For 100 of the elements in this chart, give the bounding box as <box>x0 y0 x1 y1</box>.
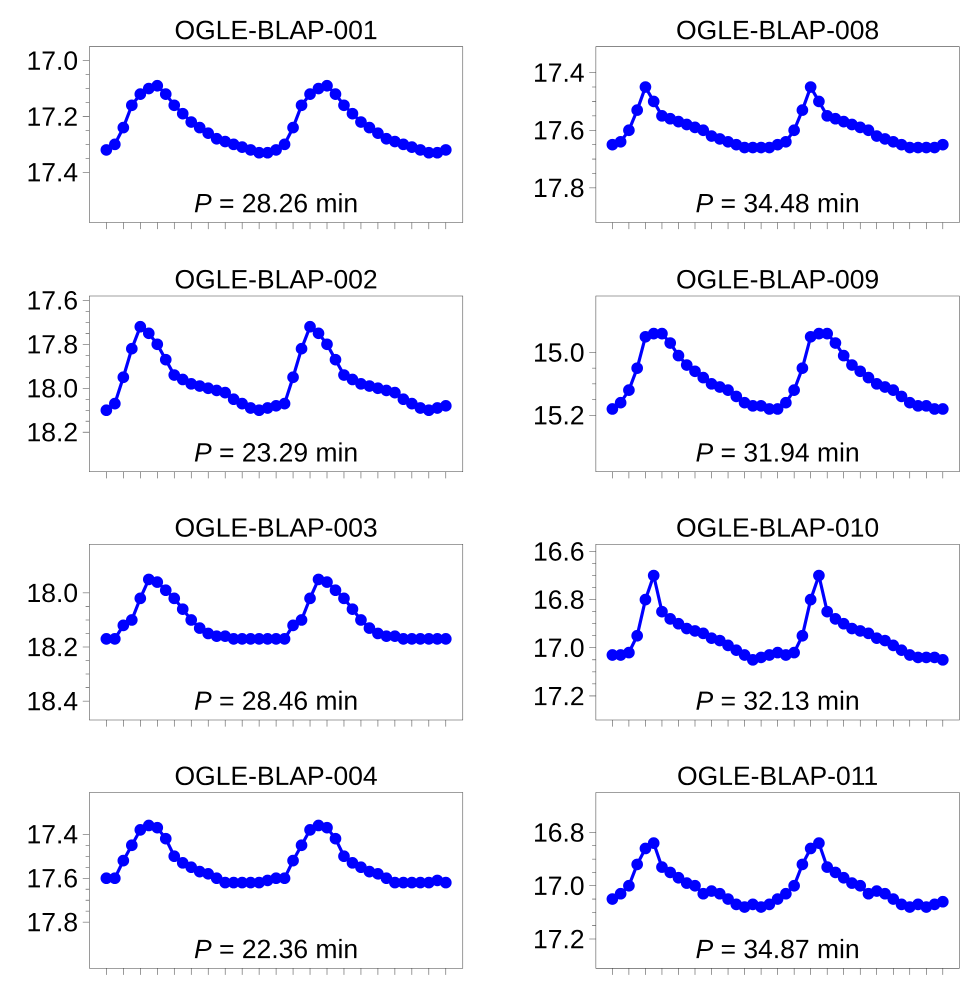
point <box>262 633 274 645</box>
y-tick-label: 18.0 <box>28 378 77 398</box>
point <box>253 146 265 159</box>
point <box>722 893 734 905</box>
point <box>176 374 188 386</box>
y-tick-label: 17.8 <box>534 178 584 198</box>
point <box>176 603 188 615</box>
y-tick-label: 17.6 <box>534 120 584 140</box>
point <box>870 130 882 142</box>
point <box>168 592 180 604</box>
point <box>176 108 188 120</box>
point <box>168 369 180 381</box>
point <box>346 603 358 615</box>
point <box>780 649 792 661</box>
point <box>185 614 197 626</box>
y-tick-label: 15.0 <box>534 343 584 362</box>
point <box>228 393 240 406</box>
point <box>278 138 290 150</box>
point <box>689 625 701 637</box>
point <box>714 634 726 646</box>
point <box>631 362 643 374</box>
point <box>117 854 129 866</box>
point <box>406 398 418 410</box>
point <box>210 132 222 145</box>
point <box>134 824 146 836</box>
point <box>354 614 367 626</box>
point <box>656 861 668 873</box>
point <box>870 632 882 644</box>
point <box>126 614 138 626</box>
point <box>879 888 891 900</box>
point <box>134 320 146 333</box>
point <box>887 640 899 652</box>
point <box>338 592 350 604</box>
point <box>108 138 121 150</box>
point <box>788 124 800 136</box>
point <box>228 138 240 150</box>
point <box>862 124 874 136</box>
point <box>772 893 784 905</box>
point <box>236 398 248 410</box>
point <box>772 646 784 658</box>
point <box>202 628 214 640</box>
y-tick-label: 17.0 <box>28 51 77 70</box>
point <box>746 654 758 666</box>
point <box>219 876 231 888</box>
point <box>338 99 350 112</box>
point <box>363 122 376 134</box>
chart-title: OGLE-BLAP-011 <box>678 766 877 786</box>
point <box>821 110 833 122</box>
point <box>738 649 750 661</box>
point <box>142 820 154 832</box>
point <box>219 136 231 148</box>
point <box>330 584 342 596</box>
annotation: P = 31.94 min <box>696 442 858 462</box>
y-tick-label: 17.2 <box>534 686 584 706</box>
point <box>440 876 452 888</box>
point <box>219 630 231 642</box>
point <box>304 88 316 100</box>
point <box>321 80 333 92</box>
point <box>928 652 940 664</box>
point <box>656 606 668 618</box>
point <box>812 570 825 582</box>
point <box>194 866 206 878</box>
point <box>614 396 626 409</box>
point <box>606 893 618 905</box>
point <box>304 824 316 836</box>
point <box>176 857 188 869</box>
point <box>262 146 274 159</box>
point <box>887 893 899 905</box>
y-tick-label: 17.6 <box>28 868 77 888</box>
y-tick-label: 17.0 <box>534 638 584 658</box>
point <box>253 633 265 645</box>
point <box>296 342 308 355</box>
annotation: P = 28.26 min <box>194 193 356 213</box>
point <box>664 112 676 125</box>
point <box>928 142 940 154</box>
point <box>812 96 825 108</box>
point <box>160 88 172 100</box>
point <box>656 110 668 122</box>
point <box>185 378 197 390</box>
point <box>278 398 290 410</box>
point <box>330 354 342 366</box>
point <box>870 378 882 390</box>
point <box>363 622 376 634</box>
point <box>639 842 652 854</box>
point <box>838 618 850 630</box>
point <box>126 839 138 852</box>
y-tick-label: 17.4 <box>534 64 584 82</box>
point <box>746 400 758 412</box>
point <box>363 866 376 878</box>
point <box>372 382 384 394</box>
chart-title: OGLE-BLAP-002 <box>176 270 376 289</box>
point <box>755 901 767 913</box>
point <box>330 832 342 844</box>
point <box>936 654 948 666</box>
point <box>346 857 358 869</box>
point <box>689 880 701 892</box>
point <box>622 124 635 136</box>
point <box>168 850 180 862</box>
annotation: P = 34.87 min <box>696 938 858 958</box>
point <box>730 138 742 150</box>
